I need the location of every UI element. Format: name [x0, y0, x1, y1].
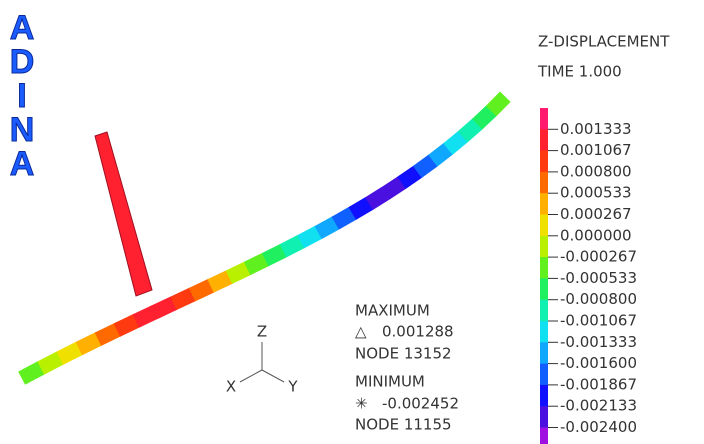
legend-label: -0.002400	[560, 418, 637, 436]
min-value: -0.002452	[382, 395, 459, 413]
legend-label: -0.000800	[560, 290, 637, 308]
color-band	[540, 427, 548, 444]
color-band	[540, 406, 548, 428]
title: Z-DISPLACEMENT	[538, 33, 670, 51]
max-value: 0.001288	[382, 323, 454, 341]
logo: A D I N A	[9, 8, 35, 183]
color-band	[540, 299, 548, 322]
logo-letter: A	[10, 145, 35, 183]
logo-letter: A	[10, 9, 35, 47]
color-band	[540, 214, 548, 237]
color-band	[540, 171, 548, 194]
max-node: NODE 13152	[355, 345, 452, 363]
color-band	[540, 129, 548, 152]
color-bar: 0.001333 0.001067 0.000800 0.000533 0.000267…	[540, 108, 637, 444]
branch	[94, 131, 153, 297]
logo-letter: N	[10, 111, 35, 149]
legend-label: 0.001333	[560, 120, 632, 138]
logo-letter: I	[17, 77, 26, 115]
min-label: MINIMUM	[355, 373, 425, 391]
legend-label: -0.000267	[560, 248, 637, 266]
logo-letter: D	[10, 43, 35, 81]
max-label: MAXIMUM	[355, 302, 430, 320]
color-band	[540, 278, 548, 301]
model	[18, 91, 511, 385]
color-band	[540, 193, 548, 215]
axis-line	[261, 369, 285, 383]
legend-label: -0.001067	[560, 312, 637, 330]
color-band	[540, 257, 548, 279]
legend-label: 0.000267	[560, 205, 632, 223]
legend-label: -0.001600	[560, 354, 637, 372]
max-symbol: △	[355, 323, 367, 341]
legend-label: -0.002133	[560, 397, 637, 415]
axis-y: Y	[287, 378, 298, 396]
color-band	[540, 235, 548, 258]
color-band	[540, 363, 548, 386]
beam-segment	[485, 91, 511, 117]
color-band	[540, 342, 548, 365]
legend-label: 0.000800	[560, 162, 632, 180]
legend-label: -0.001867	[560, 375, 637, 393]
legend-label: -0.001333	[560, 333, 637, 351]
time: TIME 1.000	[537, 63, 622, 81]
min-node: NODE 11155	[355, 416, 452, 434]
color-band	[540, 108, 548, 130]
legend-label: 0.000533	[560, 184, 632, 202]
color-band	[540, 150, 548, 173]
color-band	[540, 384, 548, 407]
axis-line	[239, 369, 263, 383]
color-band	[540, 321, 548, 343]
min-symbol: ✳	[355, 395, 368, 413]
axis-z: Z	[257, 323, 267, 341]
legend-label: -0.000533	[560, 269, 637, 287]
legend-label: 0.000000	[560, 226, 632, 244]
axis-x: X	[226, 378, 236, 396]
axis-triad: Z X Y	[226, 323, 299, 396]
legend-label: 0.001067	[560, 141, 632, 159]
